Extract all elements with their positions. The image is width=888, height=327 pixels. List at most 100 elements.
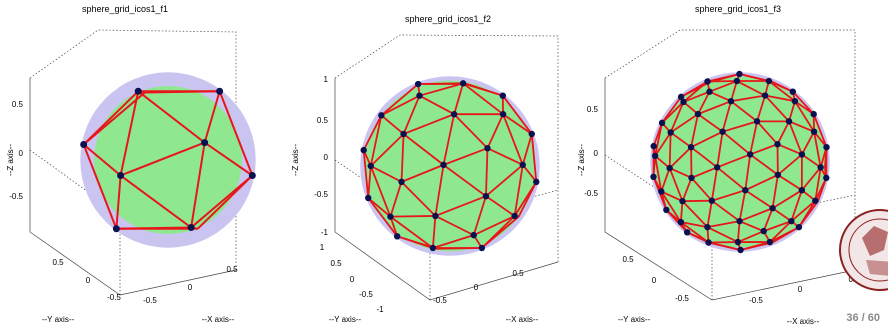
grid-node: [736, 217, 743, 225]
grid-edge: [736, 80, 766, 97]
z-axis-label-f1: --Z axis--: [6, 144, 15, 176]
grid-edge: [402, 95, 421, 135]
grid-edge: [691, 166, 718, 179]
grid-edge: [777, 174, 803, 191]
sphere-f1: [80, 72, 256, 248]
grid-node: [365, 194, 372, 202]
grid-edge: [707, 226, 739, 243]
grid-edge: [190, 174, 253, 229]
grid-edge: [401, 164, 444, 183]
grid-edge: [669, 167, 692, 179]
grid-node: [470, 231, 477, 239]
grid-edge: [472, 195, 487, 236]
grid-edge: [801, 131, 815, 155]
grid-node: [774, 171, 782, 179]
grid-node: [432, 212, 439, 220]
grid-node: [499, 111, 507, 118]
grid-edge: [400, 181, 437, 217]
z-tick-f3: 0.5: [587, 105, 599, 114]
grid-edge: [661, 101, 685, 124]
grid-edge: [716, 166, 746, 191]
grid-edge: [204, 141, 253, 177]
grid-node: [511, 212, 518, 220]
grid-node: [769, 205, 776, 212]
grid-edge: [513, 164, 524, 217]
grid-edge: [218, 90, 254, 176]
plot-panel-f3[interactable]: sphere_grid_icos1_f3 --Z axis-- 0.5 0 -0…: [577, 4, 860, 326]
grid-edge: [82, 144, 118, 230]
grid-node: [812, 197, 819, 204]
grid-node: [248, 172, 256, 180]
y-tick-f2: 1: [320, 243, 325, 252]
y-tick-f1: 0: [86, 276, 91, 285]
panel-title-f2: sphere_grid_icos1_f2: [405, 14, 491, 24]
grid-node: [733, 77, 741, 85]
x-axis-label-f2: --X axis--: [506, 315, 539, 324]
grid-edge: [502, 113, 524, 166]
grid-node: [713, 164, 721, 171]
z-tick-f2: -0.5: [314, 190, 328, 199]
grid-edge: [369, 165, 392, 217]
grid-edge: [370, 133, 405, 167]
plot-panel-f2[interactable]: sphere_grid_icos1_f2 --Z axis-- 1 0.5 0 …: [291, 14, 559, 324]
grid-edge: [769, 220, 792, 243]
z-tick-f2: 1: [324, 75, 329, 84]
grid-node: [416, 92, 423, 99]
grid-edge: [453, 83, 464, 115]
grid-edge: [660, 167, 671, 192]
plot-panel-f1[interactable]: sphere_grid_icos1_f1 --Z axis-- 0.5 0 -0…: [6, 4, 256, 324]
grid-edge: [706, 200, 713, 228]
grid-node: [737, 246, 744, 254]
grid-edge: [442, 114, 455, 166]
grid-edge: [697, 91, 711, 115]
grid-edge: [419, 94, 455, 116]
grid-edge: [669, 101, 685, 133]
grid-edge: [367, 197, 392, 218]
grid-edge: [739, 207, 773, 222]
grid-edge: [710, 167, 719, 201]
y-tick-f3: 0.5: [622, 255, 634, 264]
grid-node: [651, 152, 659, 160]
grid-node: [484, 145, 491, 152]
grid-edge: [749, 153, 779, 176]
grid-edge: [690, 130, 723, 148]
grid-edge: [730, 80, 738, 102]
grid-edge: [380, 94, 420, 117]
grid-edge: [380, 83, 419, 117]
grid-node: [478, 244, 486, 252]
grid-node: [666, 164, 673, 172]
grid-node: [694, 110, 702, 118]
grid-edge: [83, 143, 122, 177]
grid-edge: [502, 95, 533, 135]
grid-edge: [82, 90, 139, 146]
grid-edge: [522, 164, 538, 183]
grid-node: [680, 98, 687, 106]
grid-edge: [660, 190, 683, 202]
x-tick-f2: 0: [474, 283, 479, 292]
grid-edge: [680, 221, 710, 244]
grid-edge: [473, 215, 516, 236]
grid-edge: [120, 141, 205, 177]
z-tick-f1: 0: [19, 149, 24, 158]
grid-node: [459, 80, 467, 87]
grid-node: [727, 97, 735, 105]
grid-node: [398, 178, 405, 186]
grid-edge: [790, 189, 803, 222]
grid-edge: [730, 100, 758, 123]
grid-edge: [654, 155, 663, 192]
grid-edge: [367, 197, 398, 237]
grid-edge: [432, 234, 474, 249]
grid-edge: [362, 114, 383, 151]
y-tick-f1: 0.5: [52, 258, 64, 267]
grid-edge: [369, 115, 383, 167]
grid-node: [528, 130, 535, 138]
grid-edge: [777, 153, 803, 176]
grid-edge: [823, 147, 828, 169]
grid-node: [704, 223, 711, 231]
y-axis-label-f2: --Y axis--: [329, 315, 362, 324]
grid-node: [683, 229, 691, 236]
x-tick-f1: -0.5: [143, 296, 157, 305]
y-tick-f3: 0: [652, 276, 657, 285]
grid-edge: [814, 167, 822, 201]
panel-title-f1: sphere_grid_icos1_f1: [82, 4, 168, 14]
